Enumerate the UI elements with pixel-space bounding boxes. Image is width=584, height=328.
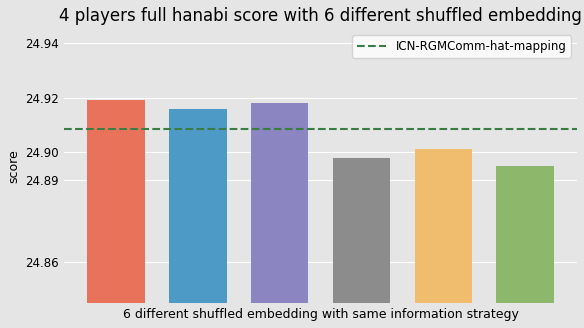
Legend: ICN-RGMComm-hat-mapping: ICN-RGMComm-hat-mapping	[352, 35, 571, 58]
X-axis label: 6 different shuffled embedding with same information strategy: 6 different shuffled embedding with same…	[123, 308, 519, 321]
Bar	[333, 158, 390, 302]
Bar	[251, 103, 308, 302]
Title: 4 players full hanabi score with 6 different shuffled embedding: 4 players full hanabi score with 6 diffe…	[59, 7, 582, 25]
ICN-RGMComm-hat-mapping	[194, 127, 201, 131]
Bar	[496, 166, 554, 302]
Bar	[169, 109, 227, 302]
Y-axis label: score: score	[7, 149, 20, 183]
ICN-RGMComm-hat-mapping	[113, 127, 120, 131]
Bar	[88, 100, 145, 302]
Bar	[415, 150, 472, 302]
